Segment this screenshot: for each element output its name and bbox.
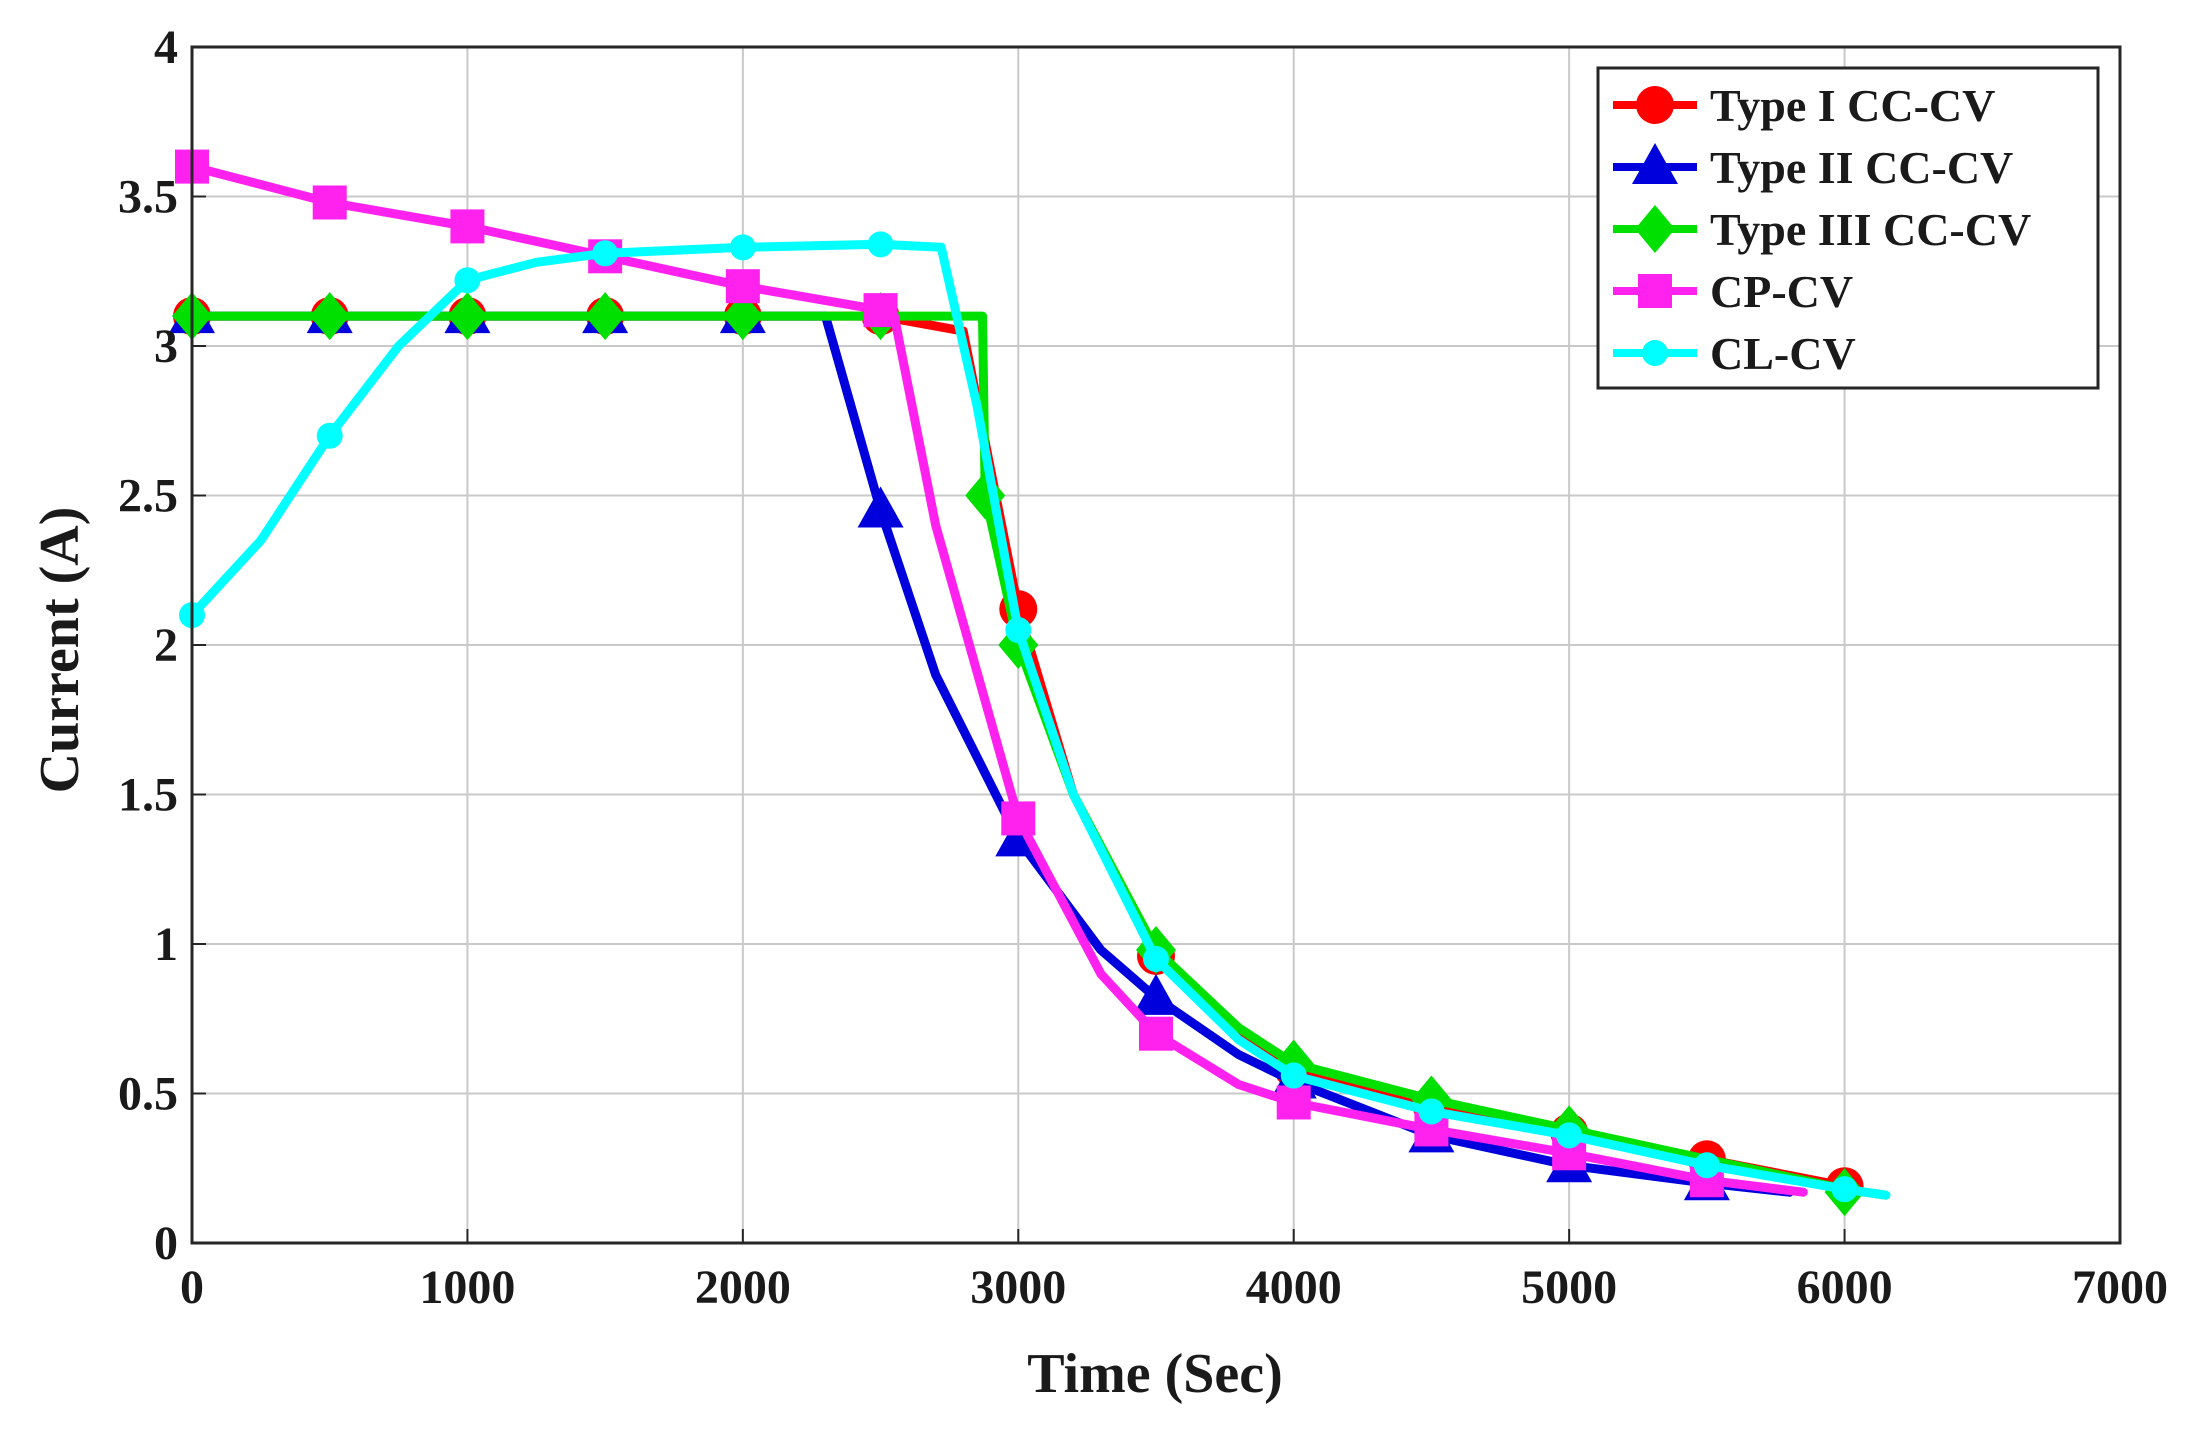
- tick-labels: 0 1000 2000 3000 4000 5000 6000 7000 0 0.5 1 1.5 2 2.…: [118, 21, 2168, 1314]
- y-tick-label: 4: [154, 21, 178, 74]
- data-point: [867, 231, 894, 258]
- data-point: [447, 292, 488, 341]
- legend-item: CP-CV: [1613, 266, 1853, 317]
- data-point: [1280, 1062, 1307, 1089]
- data-point: [857, 486, 904, 528]
- x-tick-label: 7000: [2072, 1261, 2168, 1314]
- data-point: [725, 269, 760, 304]
- plot-series: [169, 149, 1891, 1217]
- data-point: [450, 209, 485, 244]
- y-tick-label: 3: [154, 320, 178, 373]
- legend-label: Type I CC-CV: [1710, 80, 1995, 131]
- data-point: [1143, 945, 1169, 972]
- x-tick-label: 1000: [419, 1261, 515, 1314]
- data-point: [729, 234, 756, 261]
- x-tick-label: 3000: [970, 1261, 1066, 1314]
- data-point: [722, 292, 763, 341]
- data-point: [1418, 1098, 1445, 1125]
- y-tick-label: 2: [154, 619, 178, 672]
- data-point: [585, 292, 626, 341]
- y-tick-label: 1: [154, 918, 178, 971]
- legend-item: Type I CC-CV: [1613, 80, 1995, 131]
- data-point: [1139, 1016, 1173, 1051]
- x-axis-title: Time (Sec): [1027, 1343, 1283, 1405]
- legend-marker: [1635, 205, 1675, 253]
- data-point: [1133, 973, 1179, 1015]
- data-point: [316, 422, 343, 449]
- legend: Type I CC-CV Type II CC-CV Type III CC-CV C…: [1596, 66, 2100, 390]
- data-point: [1556, 1122, 1583, 1149]
- data-point: [1276, 1085, 1311, 1120]
- series-cp-cv: [175, 149, 1808, 1198]
- series-cl-cv: [179, 231, 1891, 1203]
- data-point: [1001, 801, 1036, 836]
- data-point: [1831, 1176, 1858, 1203]
- x-tick-label: 5000: [1521, 1261, 1617, 1314]
- legend-marker: [1642, 340, 1668, 366]
- x-tick-label: 2000: [695, 1261, 791, 1314]
- legend-label: CL-CV: [1710, 328, 1856, 379]
- data-point: [863, 293, 898, 328]
- x-tick-label: 4000: [1246, 1261, 1342, 1314]
- data-point: [1005, 617, 1032, 644]
- data-point: [1693, 1152, 1720, 1179]
- x-tick-label: 0: [180, 1261, 204, 1314]
- y-tick-label: 1.5: [118, 769, 178, 822]
- legend-item: Type III CC-CV: [1613, 204, 2031, 255]
- data-point: [454, 267, 481, 294]
- data-point: [312, 185, 347, 220]
- legend-label: Type II CC-CV: [1710, 142, 2013, 193]
- y-tick-label: 0: [154, 1217, 178, 1270]
- legend-marker: [1638, 274, 1672, 308]
- legend-label: CP-CV: [1710, 266, 1853, 317]
- legend-marker: [1632, 143, 1678, 184]
- data-point: [592, 240, 619, 267]
- series-line: [187, 239, 1891, 1200]
- legend-marker: [1636, 86, 1674, 124]
- y-tick-label: 2.5: [118, 470, 178, 523]
- y-tick-label: 0.5: [118, 1068, 178, 1121]
- x-tick-label: 6000: [1797, 1261, 1893, 1314]
- legend-label: Type III CC-CV: [1710, 204, 2031, 255]
- data-point: [309, 292, 350, 341]
- legend-item: Type II CC-CV: [1613, 142, 2013, 193]
- legend-item: CL-CV: [1613, 328, 1856, 379]
- y-tick-label: 3.5: [118, 171, 178, 224]
- y-axis-title: Current (A): [29, 507, 91, 794]
